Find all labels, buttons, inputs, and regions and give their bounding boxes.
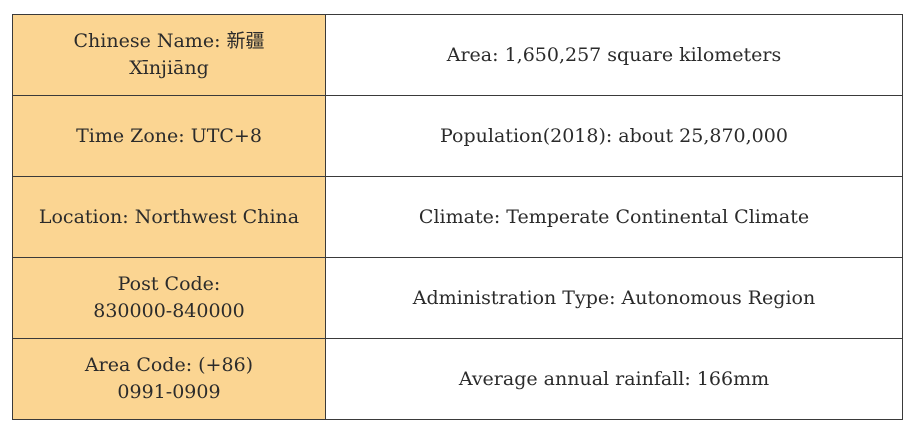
administration-type-value: Administration Type: Autonomous Region — [412, 286, 816, 309]
area-code-cell: Area Code: (+86) 0991-0909 — [12, 338, 326, 420]
climate-value: Climate: Temperate Continental Climate — [418, 205, 810, 228]
post-code-cell: Post Code: 830000-840000 — [12, 257, 326, 339]
xinjiang-info-table-wrapper: Chinese Name: 新疆 Xīnjiāng Area: 1,650,25… — [12, 14, 903, 420]
population-value: Population(2018): about 25,870,000 — [440, 124, 788, 147]
post-code-value: 830000-840000 — [93, 300, 245, 322]
climate-cell: Climate: Temperate Continental Climate — [325, 176, 903, 258]
post-code-label: Post Code: — [117, 273, 221, 296]
administration-type-cell: Administration Type: Autonomous Region — [325, 257, 903, 339]
time-zone-cell: Time Zone: UTC+8 — [12, 95, 326, 177]
table-row: Location: Northwest China Climate: Tempe… — [12, 176, 903, 258]
xinjiang-info-table: Chinese Name: 新疆 Xīnjiāng Area: 1,650,25… — [12, 14, 903, 420]
time-zone-label: Time Zone: UTC+8 — [76, 124, 262, 147]
rainfall-value: Average annual rainfall: 166mm — [458, 367, 770, 390]
area-code-label: Area Code: (+86) — [84, 354, 254, 377]
area-cell: Area: 1,650,257 square kilometers — [325, 14, 903, 96]
rainfall-cell: Average annual rainfall: 166mm — [325, 338, 903, 420]
area-value: Area: 1,650,257 square kilometers — [446, 43, 782, 66]
location-label: Location: Northwest China — [38, 205, 300, 228]
table-row: Chinese Name: 新疆 Xīnjiāng Area: 1,650,25… — [12, 14, 903, 96]
area-code-value: 0991-0909 — [117, 381, 221, 403]
chinese-name-pinyin: Xīnjiāng — [129, 57, 209, 79]
population-cell: Population(2018): about 25,870,000 — [325, 95, 903, 177]
table-row: Area Code: (+86) 0991-0909 Average annua… — [12, 338, 903, 420]
chinese-name-label: Chinese Name: 新疆 — [73, 30, 265, 53]
chinese-name-cell: Chinese Name: 新疆 Xīnjiāng — [12, 14, 326, 96]
table-row: Time Zone: UTC+8 Population(2018): about… — [12, 95, 903, 177]
table-row: Post Code: 830000-840000 Administration … — [12, 257, 903, 339]
location-cell: Location: Northwest China — [12, 176, 326, 258]
